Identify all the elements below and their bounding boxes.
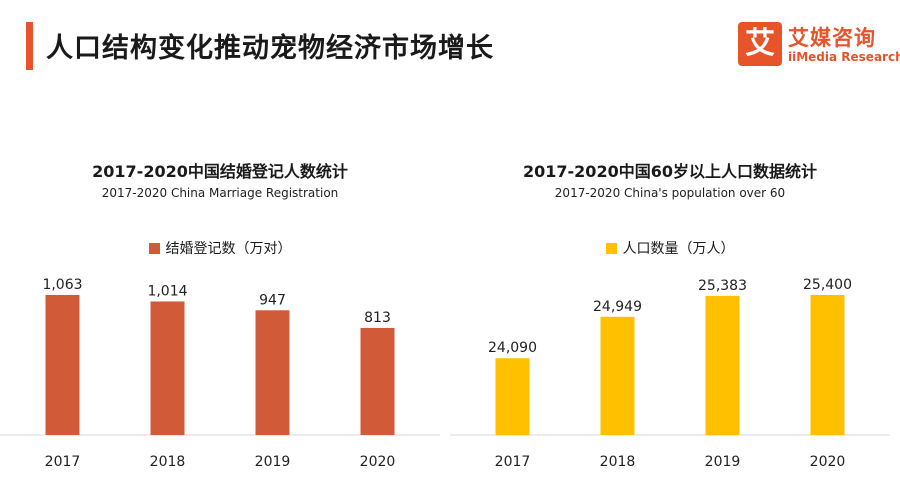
logo-name-en: iiMedia Research bbox=[788, 50, 900, 64]
x-tick-label: 2018 bbox=[600, 454, 636, 470]
header-accent-bar bbox=[26, 22, 33, 70]
chart-title: 2017-2020中国60岁以上人口数据统计 bbox=[523, 162, 817, 181]
bar bbox=[495, 358, 530, 435]
data-label: 25,383 bbox=[698, 278, 747, 294]
page-title: 人口结构变化推动宠物经济市场增长 bbox=[46, 33, 494, 64]
chart-title: 2017-2020中国结婚登记人数统计 bbox=[92, 162, 348, 181]
bar bbox=[45, 295, 80, 435]
chart-legend: 人口数量（万人） bbox=[450, 238, 890, 258]
data-label: 24,090 bbox=[488, 340, 537, 356]
x-tick-label: 2017 bbox=[495, 454, 531, 470]
chart-subtitle: 2017-2020 China Marriage Registration bbox=[101, 186, 339, 200]
iimedia-logo: 艾 艾媒咨询 iiMedia Research bbox=[738, 22, 900, 70]
bar bbox=[255, 310, 290, 435]
elderly-population-chart-panel: 2017-2020中国60岁以上人口数据统计 2017-2020 China's… bbox=[450, 150, 890, 490]
elderly-population-bar-chart: 24,090 2017 24,949 2018 25,383 2019 25,400 2020 bbox=[450, 277, 890, 470]
bar bbox=[360, 327, 395, 435]
marriage-chart-panel: 2017-2020中国结婚登记人数统计 2017-2020 China Marr… bbox=[0, 150, 440, 490]
x-tick-label: 2019 bbox=[705, 454, 741, 470]
data-label: 24,949 bbox=[593, 299, 642, 315]
x-tick-label: 2019 bbox=[255, 454, 291, 470]
legend-swatch bbox=[148, 243, 160, 254]
data-label: 1,014 bbox=[147, 283, 187, 299]
bar bbox=[810, 295, 845, 435]
legend-label: 结婚登记数（万对） bbox=[165, 241, 292, 257]
data-label: 813 bbox=[364, 310, 391, 326]
legend-label: 人口数量（万人） bbox=[622, 241, 735, 257]
marriage-bar-chart: 1,063 2017 1,014 2018 947 2019 813 2020 bbox=[0, 277, 440, 470]
chart-subtitle: 2017-2020 China's population over 60 bbox=[554, 186, 786, 200]
logo-name-cn: 艾媒咨询 bbox=[788, 26, 876, 50]
x-tick-label: 2017 bbox=[45, 454, 81, 470]
x-tick-label: 2018 bbox=[150, 454, 186, 470]
data-label: 1,063 bbox=[42, 277, 82, 293]
x-tick-label: 2020 bbox=[810, 454, 846, 470]
bar bbox=[705, 295, 740, 435]
chart-legend: 结婚登记数（万对） bbox=[0, 238, 440, 258]
logo-mark-icon: 艾 bbox=[738, 22, 782, 66]
x-tick-label: 2020 bbox=[360, 454, 396, 470]
bar bbox=[150, 301, 185, 435]
data-label: 947 bbox=[259, 292, 286, 308]
legend-swatch bbox=[605, 243, 617, 254]
bar bbox=[600, 316, 635, 435]
data-label: 25,400 bbox=[803, 277, 852, 293]
